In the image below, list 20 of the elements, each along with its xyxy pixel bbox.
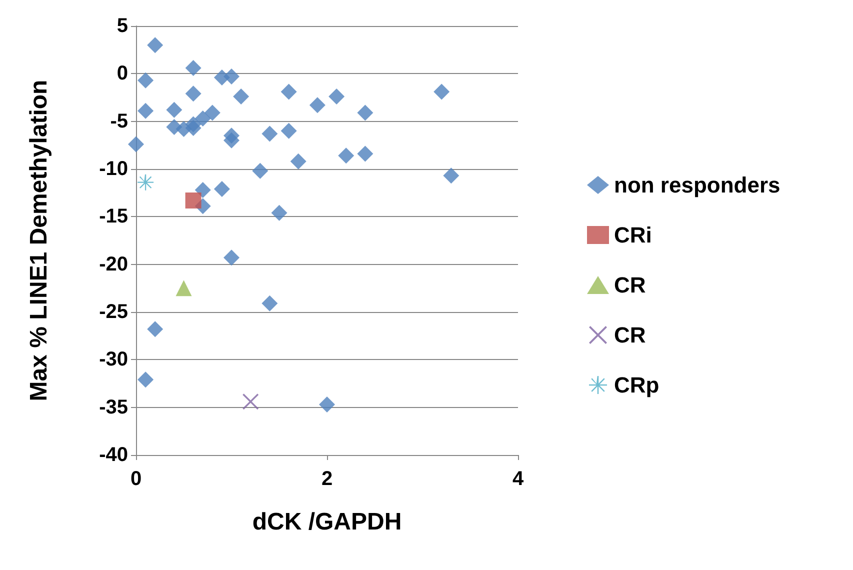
y-tick-label: -15 bbox=[99, 206, 128, 228]
y-tick-label: -40 bbox=[99, 444, 128, 466]
legend-label: CRi bbox=[614, 222, 652, 248]
y-tick-label: -20 bbox=[99, 253, 128, 276]
y-tick-label: -10 bbox=[99, 158, 128, 180]
x-axis-title: dCK /GAPDH bbox=[252, 508, 402, 536]
x-tick-label: 4 bbox=[512, 468, 524, 490]
y-axis-title: Max % LINE1 Demethylation bbox=[26, 80, 52, 402]
y-tick-label: 5 bbox=[116, 15, 128, 37]
y-tick-label: -5 bbox=[110, 110, 128, 132]
legend-label: CR bbox=[614, 322, 646, 348]
legend-label: CRp bbox=[614, 372, 660, 398]
y-tick-label: -30 bbox=[99, 348, 128, 371]
y-tick-label: -35 bbox=[99, 396, 128, 418]
x-tick-label: 0 bbox=[130, 468, 142, 490]
y-tick-label: 0 bbox=[116, 62, 128, 85]
y-tick-label: -25 bbox=[99, 301, 128, 323]
legend-label: non responders bbox=[614, 172, 780, 198]
x-tick-label: 2 bbox=[321, 468, 333, 490]
legend-label: CR bbox=[614, 272, 646, 298]
